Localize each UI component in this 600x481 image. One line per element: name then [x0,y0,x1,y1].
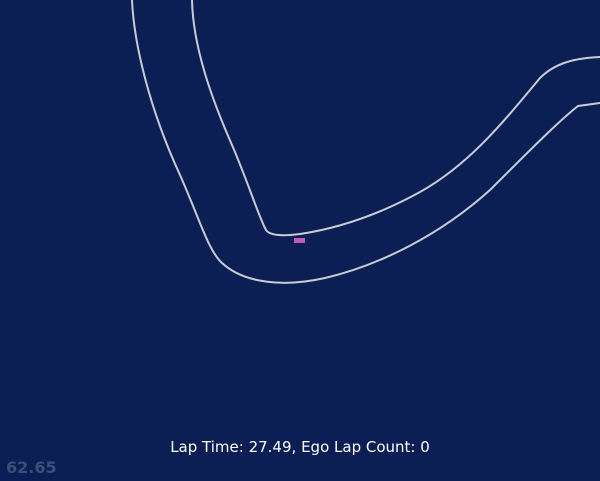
lap-count-value: 0 [420,438,430,456]
lap-status-text: Lap Time: 27.49, Ego Lap Count: 0 [170,438,430,456]
ego-car [294,238,305,243]
track-outer-boundary [131,0,600,284]
fps-counter: 62.65 [6,458,57,477]
lap-time-value: 27.49 [248,438,292,456]
lap-count-label: Ego Lap Count [301,438,411,456]
track-inner-boundary [191,0,600,237]
lap-time-label: Lap Time [170,438,239,456]
